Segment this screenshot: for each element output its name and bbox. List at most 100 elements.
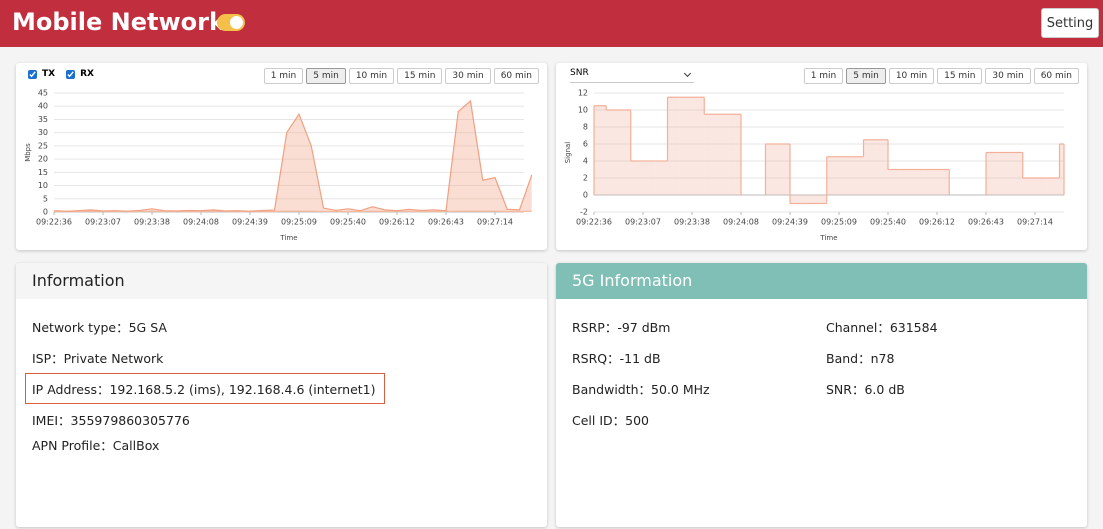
step-fill	[692, 97, 705, 195]
x-tick-label: 09:23:38	[674, 218, 710, 227]
signal-chart: -2 0 2 4 6 8 10 12 09:22:36 09:23:07 09:23:38 09:24…	[564, 89, 1065, 242]
step-fill	[777, 144, 790, 195]
range-button[interactable]: 30 min	[985, 68, 1031, 84]
x-tick-label: 09:25:40	[330, 218, 366, 227]
checkbox-label: RX	[80, 69, 94, 79]
x-tick-label: 09:26:12	[919, 218, 955, 227]
step-fill	[839, 156, 852, 195]
series-line	[53, 99, 533, 212]
step-fill	[655, 161, 668, 195]
step-fill	[716, 114, 729, 195]
step-fill	[863, 139, 876, 195]
x-tick-label: 09:24:39	[772, 218, 808, 227]
traffic-card: TX RX 1 min 5 min 10 min 15 min 30 min 60 min …	[16, 63, 547, 250]
x-tick-label: 09:22:36	[36, 218, 72, 227]
y-axis-title: Mbps	[24, 143, 32, 162]
info-row: Channel：631584	[826, 320, 938, 335]
y-tick-label: 5	[43, 194, 48, 203]
range-button[interactable]: 10 min	[348, 68, 395, 84]
x-tick-label: 09:25:40	[870, 218, 906, 227]
step-fill	[1059, 144, 1064, 195]
traffic-chart: 0 5 10 15 20 25 30 35 40 45 09:22:36 09:23:07 09:23:…	[24, 89, 533, 242]
step-fill	[667, 97, 680, 195]
y-tick-label: 40	[38, 102, 48, 111]
setting-button[interactable]: Setting	[1041, 8, 1099, 38]
metric-select[interactable]: SNR	[570, 68, 694, 83]
x-tick-label: 09:23:07	[625, 218, 661, 227]
info-row: IP Address：192.168.5.2 (ims), 192.168.4.…	[25, 373, 385, 404]
y-tick-label: 8	[583, 123, 588, 132]
step-fill	[814, 195, 827, 204]
x-tick-label: 09:23:38	[134, 218, 170, 227]
checkbox[interactable]	[28, 69, 37, 79]
step-fill	[1047, 178, 1060, 195]
y-tick-label: 20	[38, 155, 48, 164]
step-fill	[875, 139, 888, 195]
range-button[interactable]: 30 min	[445, 68, 491, 84]
step-fill	[679, 97, 692, 195]
step-fill	[851, 156, 864, 195]
info-row: RSRQ：-11 dB	[572, 351, 661, 366]
y-tick-label: 0	[43, 208, 48, 217]
x-tick-label: 09:24:08	[723, 218, 759, 227]
info-row: APN Profile：CallBox	[32, 438, 160, 453]
x-axis-title: Time	[819, 234, 837, 242]
range-button[interactable]: 10 min	[888, 68, 935, 84]
step-fill	[998, 152, 1011, 195]
range-button[interactable]: 60 min	[1033, 68, 1079, 84]
step-fill	[1035, 178, 1048, 195]
y-tick-label: 45	[38, 89, 48, 98]
step-fill	[765, 144, 778, 195]
series-toggles: TX RX	[28, 69, 102, 79]
x-tick-label: 09:27:14	[477, 218, 513, 227]
y-tick-label: 25	[38, 141, 48, 150]
checkbox[interactable]	[66, 69, 76, 79]
info-row: ISP：Private Network	[32, 351, 164, 366]
step-fill	[986, 152, 999, 195]
step-fill	[630, 161, 643, 195]
x-tick-label: 09:26:43	[968, 218, 1004, 227]
range-button[interactable]: 1 min	[263, 68, 304, 84]
y-tick-label: 10	[578, 106, 588, 115]
range-button[interactable]: 5 min	[306, 68, 346, 84]
step-fill	[826, 156, 839, 195]
step-fill	[888, 169, 901, 195]
x-tick-label: 09:27:14	[1017, 218, 1053, 227]
y-tick-label: 2	[583, 174, 588, 183]
step-fill	[643, 161, 656, 195]
step-fill	[728, 114, 741, 195]
range-button[interactable]: 1 min	[803, 68, 844, 84]
info-row: IMEI：355979860305776	[32, 413, 190, 428]
step-fill	[594, 105, 607, 195]
range-button[interactable]: 15 min	[937, 68, 983, 84]
y-tick-label: 10	[38, 181, 48, 190]
card-title: 5G Information	[556, 263, 1087, 299]
step-fill	[606, 110, 619, 195]
step-fill	[912, 169, 925, 195]
step-fill	[1010, 152, 1023, 195]
y-tick-label: 0	[583, 191, 588, 200]
range-button[interactable]: 15 min	[397, 68, 443, 84]
x-axis-title: Time	[279, 234, 297, 242]
page-title: Mobile Network	[12, 8, 225, 36]
x-tick-label: 09:26:12	[379, 218, 415, 227]
range-button[interactable]: 60 min	[493, 68, 539, 84]
info-row: Cell ID：500	[572, 413, 650, 428]
step-fill	[618, 110, 631, 195]
x-tick-label: 09:26:43	[428, 218, 464, 227]
y-tick-label: 4	[583, 157, 588, 166]
x-tick-label: 09:25:09	[281, 218, 317, 227]
x-tick-label: 09:25:09	[821, 218, 857, 227]
step-fill	[790, 195, 803, 204]
range-buttons: 1 min 5 min 10 min 15 min 30 min 60 min	[263, 68, 539, 84]
range-button[interactable]: 5 min	[846, 68, 886, 84]
y-tick-label: 6	[583, 140, 588, 149]
5g-information-card: 5G Information RSRP：-97 dBm RSRQ：-11 dB Ba…	[556, 263, 1087, 527]
checkbox-label: TX	[42, 69, 56, 79]
signal-card: SNR 1 min 5 min 10 min 15 min 30 min 60 min -…	[556, 63, 1087, 250]
area-fill	[54, 100, 532, 212]
toggle[interactable]	[217, 14, 245, 31]
y-tick-label: 35	[38, 115, 48, 124]
step-fill	[937, 169, 950, 195]
